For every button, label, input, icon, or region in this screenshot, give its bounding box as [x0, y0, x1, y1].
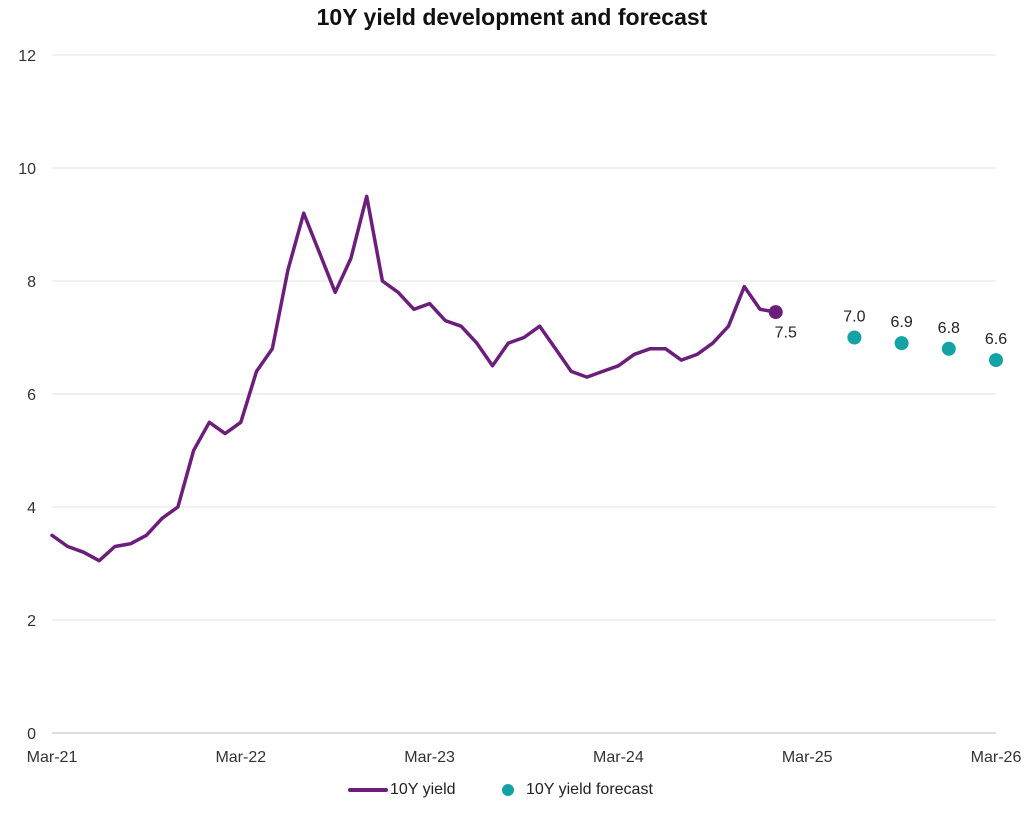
legend: 10Y yield 10Y yield forecast [0, 781, 1024, 805]
series-line-10y-yield [50, 194, 778, 563]
data-label: 7.5 [775, 324, 797, 341]
chart-title: 10Y yield development and forecast [316, 4, 708, 30]
legend-dot-swatch [502, 784, 514, 796]
x-tick-label: Mar-26 [971, 749, 1022, 766]
forecast-points-layer [768, 305, 1003, 368]
legend-label-forecast: 10Y yield forecast [526, 781, 653, 798]
x-tick-label: Mar-23 [404, 749, 455, 766]
forecast-point [989, 353, 1003, 368]
y-tick-label: 4 [27, 500, 36, 517]
x-tick-label: Mar-22 [215, 749, 266, 766]
data-labels-layer: 7.5 7.0 6.9 6.8 6.6 [775, 309, 1008, 349]
data-label: 6.9 [890, 314, 912, 331]
y-tick-label: 12 [18, 48, 36, 65]
y-tick-label: 8 [27, 274, 36, 291]
x-tick-label: Mar-25 [782, 749, 833, 766]
legend-item-yield: 10Y yield [348, 781, 456, 799]
y-tick-label: 10 [18, 161, 36, 178]
x-tick-label: Mar-24 [593, 749, 644, 766]
yield-end-marker [768, 305, 783, 320]
legend-label-yield: 10Y yield [390, 781, 456, 798]
series-line-layer [50, 194, 778, 563]
x-tick-label: Mar-21 [27, 749, 78, 766]
forecast-point [847, 330, 862, 345]
axes: 0 2 4 6 8 10 12 Mar-21 Mar-22 Mar-23 Mar-24 Mar-25 M… [18, 48, 1021, 766]
data-label: 7.0 [843, 309, 865, 326]
forecast-point [894, 336, 909, 351]
legend-line-swatch [348, 788, 388, 792]
gridlines [52, 54, 996, 734]
y-tick-label: 0 [27, 726, 36, 743]
y-tick-label: 2 [27, 613, 36, 630]
data-label: 6.6 [985, 331, 1007, 348]
data-label: 6.8 [938, 320, 960, 337]
y-tick-label: 6 [27, 387, 36, 404]
legend-item-forecast: 10Y yield forecast [502, 781, 653, 799]
forecast-point [941, 341, 956, 356]
